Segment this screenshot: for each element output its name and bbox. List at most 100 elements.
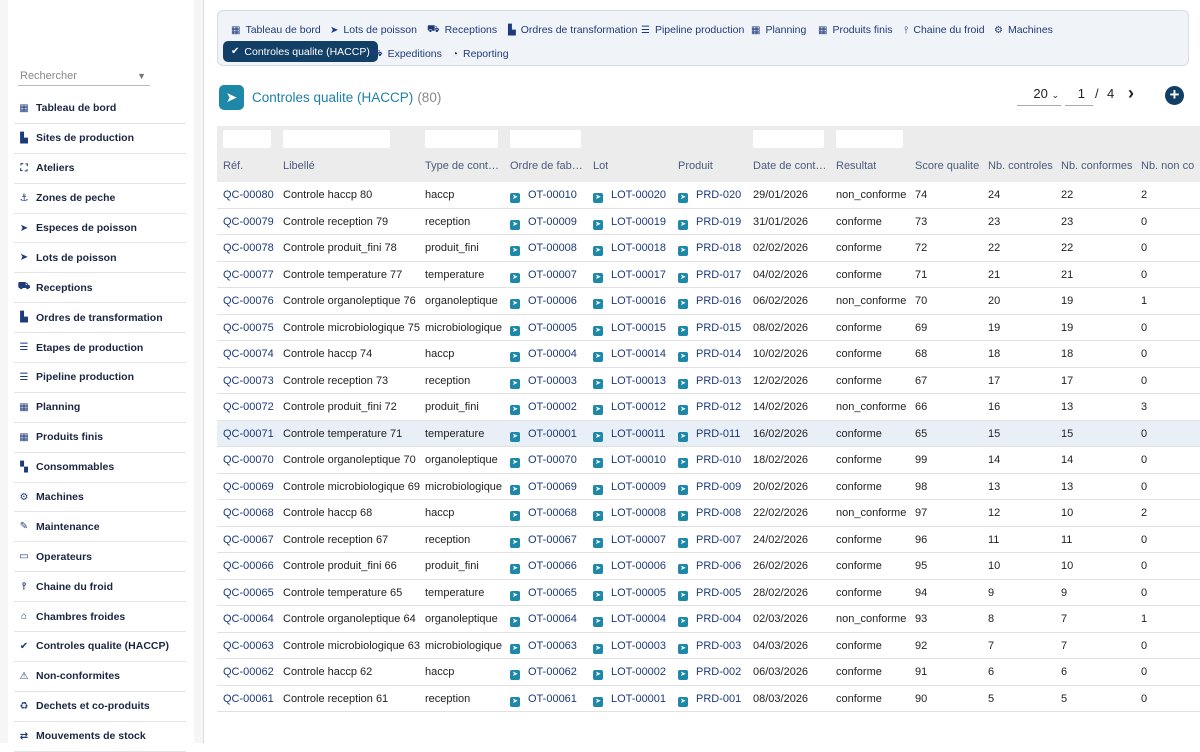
cell-ref[interactable]: QC-00065 [223,587,274,599]
cell-produit[interactable]: ➤ PRD-017 [678,269,741,283]
tab-expeditions[interactable]: ⛟ Expeditions [370,44,442,64]
column-filter-input[interactable] [510,130,581,148]
column-filter-input[interactable] [753,130,824,148]
column-header-ordre-fabrication[interactable]: Ordre de fab… [510,160,583,172]
cell-ref[interactable]: QC-00070 [223,454,274,466]
sidebar-item-sites-de-production[interactable]: ▙ Sites de production [14,124,186,154]
cell-lot[interactable]: ➤ LOT-00014 [593,348,666,362]
sidebar-item-pipeline-production[interactable]: ☰ Pipeline production [14,363,186,393]
cell-lot[interactable]: ➤ LOT-00003 [593,640,666,654]
cell-ref[interactable]: QC-00080 [223,189,274,201]
cell-lot[interactable]: ➤ LOT-00008 [593,507,666,521]
add-record-button[interactable]: + [1165,86,1184,105]
cell-ref[interactable]: QC-00071 [223,428,274,440]
cell-ordre-fabrication[interactable]: ➤ OT-00008 [510,242,577,256]
table-row[interactable]: QC-00080 Controle haccp 80 haccp ➤ OT-00010 ➤… [217,182,1200,209]
sidebar-item-lots-de-poisson[interactable]: ➤ Lots de poisson [14,243,186,274]
cell-ordre-fabrication[interactable]: ➤ OT-00003 [510,375,577,389]
column-filter-input[interactable] [283,130,390,148]
table-row[interactable]: QC-00072 Controle produit_fini 72 produit_… [217,394,1200,421]
cell-ref[interactable]: QC-00062 [223,666,274,678]
table-row[interactable]: QC-00068 Controle haccp 68 haccp ➤ OT-00068 ➤… [217,500,1200,527]
column-header-date[interactable]: Date de cont… [753,160,827,172]
cell-ref[interactable]: QC-00061 [223,693,274,705]
cell-lot[interactable]: ➤ LOT-00013 [593,375,666,389]
tab-produits-finis[interactable]: ▦ Produits finis [818,20,893,40]
cell-lot[interactable]: ➤ LOT-00018 [593,242,666,256]
table-row[interactable]: QC-00062 Controle haccp 62 haccp ➤ OT-00062 ➤… [217,659,1200,686]
table-row[interactable]: QC-00079 Controle reception 79 reception ➤ O… [217,209,1200,235]
table-row[interactable]: QC-00071 Controle temperature 71 temperatu… [217,420,1200,447]
table-row[interactable]: QC-00061 Controle reception 61 reception ➤ O… [217,686,1200,712]
sidebar-item-machines[interactable]: ⚙ Machines [14,483,186,513]
tab-reporting[interactable]: ◔ Reporting [452,44,509,64]
cell-lot[interactable]: ➤ LOT-00004 [593,613,666,627]
search-input[interactable]: Rechercher ▼ [18,66,150,86]
cell-produit[interactable]: ➤ PRD-013 [678,375,741,389]
column-header-resultat[interactable]: Resultat [836,160,877,172]
tab-lots-de-poisson[interactable]: ➤ Lots de poisson [330,20,417,40]
cell-produit[interactable]: ➤ PRD-007 [678,534,741,548]
sidebar-item-planning[interactable]: ▦ Planning [14,393,186,423]
cell-ref[interactable]: QC-00074 [223,348,274,360]
column-header-libelle[interactable]: Libellé [283,160,315,172]
column-filter-input[interactable] [223,130,271,148]
cell-lot[interactable]: ➤ LOT-00002 [593,666,666,680]
cell-produit[interactable]: ➤ PRD-014 [678,348,741,362]
cell-produit[interactable]: ➤ PRD-005 [678,587,741,601]
cell-produit[interactable]: ➤ PRD-008 [678,507,741,521]
tab-controles-qualite-haccp[interactable]: ✔ Controles qualite (HACCP) [223,41,378,62]
cell-lot[interactable]: ➤ LOT-00019 [593,216,666,230]
column-header-lot[interactable]: Lot [593,160,609,172]
sidebar-item-mouvements-de-stock[interactable]: ⇄ Mouvements de stock [14,722,186,752]
column-header-nb-controles[interactable]: Nb. controles [988,160,1053,172]
cell-ref[interactable]: QC-00064 [223,613,274,625]
tab-pipeline-production[interactable]: ☰ Pipeline production [641,20,744,40]
cell-ref[interactable]: QC-00066 [223,560,274,572]
cell-produit[interactable]: ➤ PRD-003 [678,640,741,654]
cell-ordre-fabrication[interactable]: ➤ OT-00065 [510,587,577,601]
tab-tableau-de-bord[interactable]: ▦ Tableau de bord [231,20,321,40]
cell-ordre-fabrication[interactable]: ➤ OT-00068 [510,507,577,521]
cell-ref[interactable]: QC-00075 [223,322,274,334]
table-row[interactable]: QC-00075 Controle microbiologique 75 micro… [217,315,1200,341]
table-row[interactable]: QC-00064 Controle organoleptique 64 organo… [217,606,1200,633]
cell-lot[interactable]: ➤ LOT-00007 [593,534,666,548]
cell-ref[interactable]: QC-00076 [223,295,274,307]
cell-produit[interactable]: ➤ PRD-020 [678,189,741,203]
table-row[interactable]: QC-00065 Controle temperature 65 temperatu… [217,580,1200,606]
sidebar-item-produits-finis[interactable]: ▦ Produits finis [14,423,186,453]
table-row[interactable]: QC-00078 Controle produit_fini 78 produit_… [217,235,1200,262]
cell-produit[interactable]: ➤ PRD-001 [678,693,741,707]
cell-lot[interactable]: ➤ LOT-00011 [593,428,665,442]
table-row[interactable]: QC-00066 Controle produit_fini 66 produit_… [217,553,1200,580]
per-page-select[interactable]: 20 ⌄ [1017,86,1061,106]
cell-produit[interactable]: ➤ PRD-011 [678,428,740,442]
cell-ref[interactable]: QC-00072 [223,401,274,413]
tab-chaine-du-froid[interactable]: ⫯ Chaine du froid [904,20,985,40]
cell-ordre-fabrication[interactable]: ➤ OT-00063 [510,640,577,654]
sidebar-item-etapes-de-production[interactable]: ☰ Etapes de production [14,333,186,364]
sidebar-item-maintenance[interactable]: ✎ Maintenance [14,512,186,543]
column-filter-input[interactable] [425,130,498,148]
cell-produit[interactable]: ➤ PRD-004 [678,613,741,627]
cell-ref[interactable]: QC-00069 [223,481,274,493]
table-row[interactable]: QC-00069 Controle microbiologique 69 micro… [217,474,1200,500]
cell-produit[interactable]: ➤ PRD-010 [678,454,741,468]
cell-ref[interactable]: QC-00063 [223,640,274,652]
sidebar-item-receptions[interactable]: ⛟ Receptions [14,273,186,304]
cell-lot[interactable]: ➤ LOT-00015 [593,322,666,336]
sidebar-item-consommables[interactable]: ▚ Consommables [14,453,186,483]
cell-produit[interactable]: ➤ PRD-016 [678,295,741,309]
sidebar-item-tableau-de-bord[interactable]: ▦ Tableau de bord [14,94,186,124]
cell-lot[interactable]: ➤ LOT-00016 [593,295,666,309]
tab-machines[interactable]: ⚙ Machines [994,20,1053,40]
cell-produit[interactable]: ➤ PRD-006 [678,560,741,574]
sidebar-item-ateliers[interactable]: ⛶ Ateliers [14,154,186,184]
cell-ordre-fabrication[interactable]: ➤ OT-00061 [510,693,577,707]
cell-ref[interactable]: QC-00067 [223,534,274,546]
cell-produit[interactable]: ➤ PRD-002 [678,666,741,680]
next-page-icon[interactable]: › [1128,83,1134,103]
cell-ordre-fabrication[interactable]: ➤ OT-00009 [510,216,577,230]
table-row[interactable]: QC-00067 Controle reception 67 reception ➤ O… [217,527,1200,553]
